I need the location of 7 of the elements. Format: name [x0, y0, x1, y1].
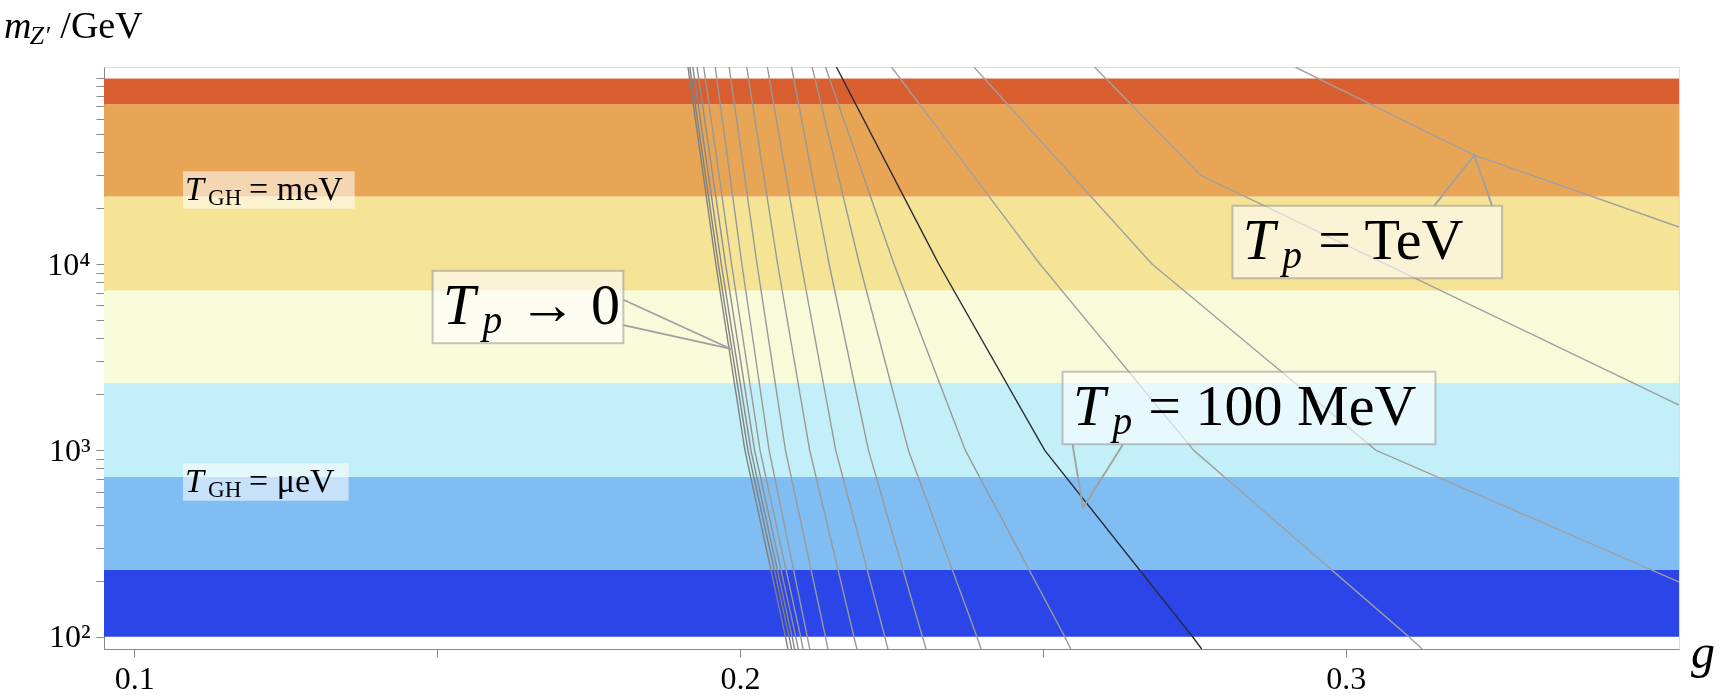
x-tick-label: 0.1: [114, 659, 155, 696]
y-tick-label: 10²: [48, 618, 91, 655]
x-axis-title: g: [1691, 625, 1715, 678]
y-tick-label: 10³: [48, 431, 91, 468]
x-tick-label: 0.3: [1326, 659, 1367, 696]
x-tick-label: 0.2: [720, 659, 761, 696]
y-tick-label: 10⁴: [47, 245, 91, 282]
